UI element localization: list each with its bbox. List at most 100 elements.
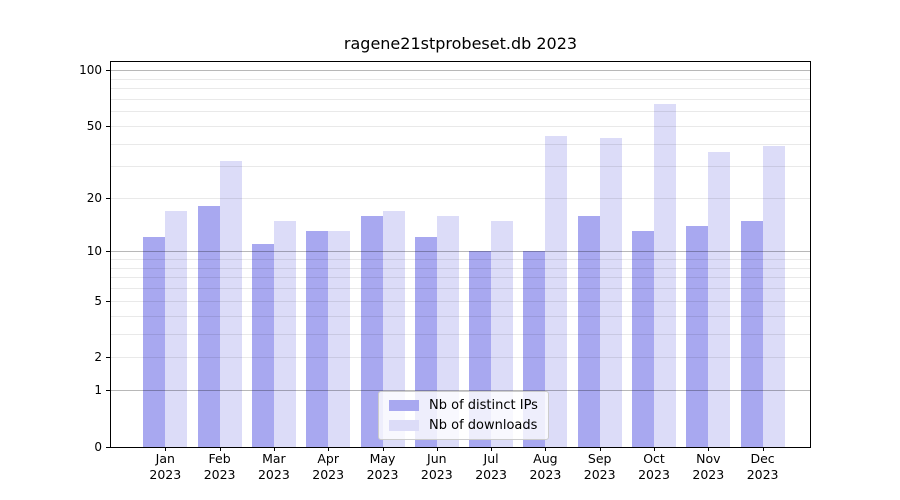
x-tick-mark [165, 447, 167, 451]
y-tick-label: 1 [94, 383, 102, 398]
x-tick-month: Jan [155, 451, 175, 466]
gridline-minor [111, 300, 810, 302]
x-tick-year: 2023 [257, 467, 290, 482]
y-tick-label: 10 [86, 244, 102, 259]
y-tick-label: 0 [94, 440, 102, 454]
x-tick-mark [219, 447, 221, 451]
gridline-minor [111, 333, 810, 335]
y-tick-mark [106, 125, 110, 127]
x-tick-month: Jun [427, 451, 447, 466]
gridline-major [111, 69, 810, 71]
bar-downloads [762, 145, 785, 447]
bar-downloads [654, 103, 676, 447]
bar-downloads [599, 137, 622, 447]
x-tick-label: Nov 2023 [676, 451, 740, 483]
y-tick-label: 50 [86, 118, 102, 133]
x-tick-year: 2023 [366, 467, 399, 482]
x-tick-month: Aug [533, 451, 558, 466]
x-tick-mark [273, 447, 275, 451]
x-tick-month: Apr [317, 451, 339, 466]
x-tick-year: 2023 [312, 467, 345, 482]
x-tick-label: Mar 2023 [242, 451, 306, 483]
x-tick-label: Jan 2023 [133, 451, 197, 483]
bar-downloads [382, 210, 405, 447]
gridline-minor [111, 88, 810, 89]
x-tick-year: 2023 [638, 467, 670, 482]
gridline-minor [111, 288, 810, 290]
x-tick-month: Nov [696, 451, 721, 466]
chart-title: ragene21stprobeset.db 2023 [343, 34, 578, 53]
legend: Nb of distinct IPs Nb of downloads [378, 391, 549, 440]
plot-area: Nb of distinct IPs Nb of downloads [110, 61, 811, 448]
x-tick-mark [762, 447, 764, 451]
y-tick-label: 5 [94, 293, 102, 308]
x-tick-mark [708, 447, 710, 451]
x-tick-mark [654, 447, 655, 451]
legend-label-distinct-ips: Nb of distinct IPs [429, 398, 538, 413]
x-tick-month: May [369, 451, 396, 466]
gridline-minor [111, 315, 810, 317]
y-tick-mark [106, 300, 110, 302]
y-tick-mark [106, 251, 110, 253]
legend-swatch-distinct-ips [389, 400, 419, 411]
x-tick-year: 2023 [583, 467, 616, 482]
bar-downloads [328, 231, 351, 447]
bar-downloads [219, 161, 242, 447]
x-tick-mark [491, 447, 493, 451]
x-tick-mark [545, 447, 547, 451]
legend-label-downloads: Nb of downloads [429, 418, 538, 433]
bar-downloads [708, 152, 731, 447]
x-tick-label: Jun 2023 [405, 451, 469, 483]
gridline-minor [111, 258, 810, 260]
y-tick-mark [106, 390, 110, 392]
y-tick-label: 2 [94, 350, 102, 365]
x-tick-mark [599, 447, 601, 451]
bar-distinct-ips [740, 220, 763, 447]
gridline-minor [111, 78, 810, 80]
legend-item-downloads: Nb of downloads [389, 417, 538, 434]
gridline-minor [111, 166, 810, 168]
legend-swatch-downloads [389, 420, 419, 431]
x-tick-month: Mar [262, 451, 286, 466]
x-tick-label: Feb 2023 [188, 451, 252, 483]
x-tick-year: 2023 [746, 467, 779, 482]
x-tick-month: Sep [587, 451, 612, 466]
bar-distinct-ips [197, 206, 220, 447]
x-tick-month: Feb [208, 451, 231, 466]
x-tick-mark [328, 447, 330, 451]
x-tick-label: Apr 2023 [296, 451, 360, 483]
y-tick-mark [106, 69, 110, 71]
x-tick-month: Dec [750, 451, 775, 466]
x-tick-year: 2023 [420, 467, 453, 482]
y-tick-mark [106, 447, 110, 448]
x-tick-label: Jul 2023 [459, 451, 523, 483]
x-tick-label: Oct 2023 [622, 451, 686, 483]
bar-downloads [165, 210, 188, 447]
bar-downloads [545, 136, 568, 447]
gridline-minor [111, 143, 810, 145]
x-tick-label: Dec 2023 [731, 451, 795, 483]
x-tick-year: 2023 [149, 467, 182, 482]
gridline-minor [111, 357, 810, 359]
gridline-major [111, 390, 810, 392]
gridline-major [111, 251, 810, 253]
bar-distinct-ips [251, 244, 274, 447]
bar-distinct-ips [306, 231, 329, 447]
x-tick-year: 2023 [203, 467, 236, 482]
gridline-minor [111, 111, 810, 113]
x-tick-year: 2023 [692, 467, 725, 482]
bar-distinct-ips [143, 237, 166, 447]
bar-downloads [436, 215, 459, 447]
x-tick-label: Sep 2023 [568, 451, 632, 483]
gridline-minor [111, 98, 810, 100]
x-tick-label: Aug 2023 [513, 451, 577, 483]
x-tick-year: 2023 [529, 467, 562, 482]
x-tick-mark [436, 447, 438, 451]
y-tick-label: 100 [79, 62, 102, 77]
x-tick-month: Jul [483, 451, 499, 466]
gridline-minor [111, 277, 810, 279]
bar-distinct-ips [577, 215, 600, 447]
x-tick-mark [382, 447, 384, 451]
y-tick-mark [106, 198, 110, 200]
